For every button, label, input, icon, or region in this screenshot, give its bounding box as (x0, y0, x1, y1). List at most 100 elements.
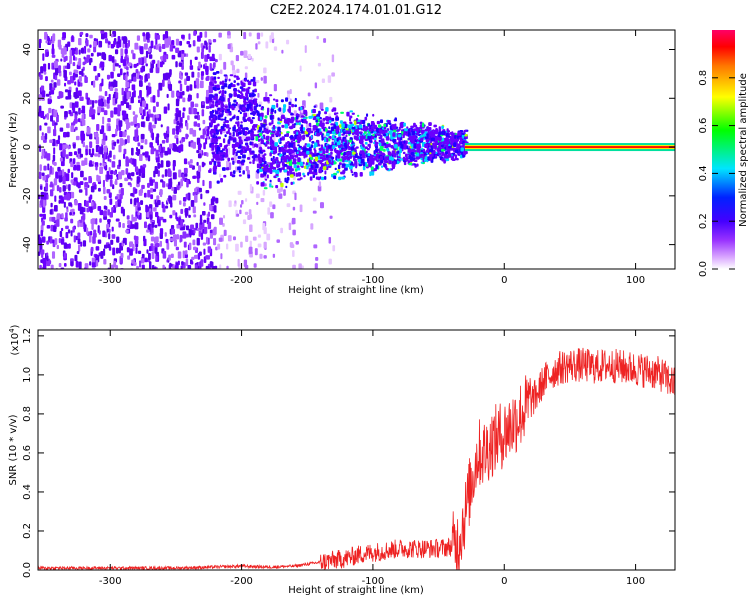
heatmap-cell (173, 187, 177, 194)
heatmap-cell (455, 155, 458, 161)
heatmap-cell (209, 229, 213, 234)
colorbar-ticks: 0.00.20.40.60.8 (698, 70, 735, 277)
heatmap-cell (103, 215, 108, 220)
heatmap-cell (358, 124, 363, 129)
heatmap-cell (328, 258, 332, 265)
heatmap-cell (315, 257, 319, 261)
heatmap-cell (269, 94, 273, 97)
heatmap-cell (41, 172, 45, 177)
heatmap-cell (456, 144, 461, 147)
heatmap-cell (390, 145, 394, 149)
heatmap-cell (136, 35, 141, 41)
y-tick-label: 20 (22, 92, 33, 105)
heatmap-cell (80, 47, 85, 54)
heatmap-cell (97, 239, 102, 244)
heatmap-cell (194, 56, 198, 60)
heatmap-cell (73, 211, 76, 215)
heatmap-cell (214, 96, 219, 99)
heatmap-cell (176, 121, 180, 126)
heatmap-cell (108, 54, 113, 62)
heatmap-cell (222, 80, 225, 86)
heatmap-cell (168, 178, 172, 186)
heatmap-cell (362, 166, 366, 171)
heatmap-cell (397, 156, 401, 159)
heatmap-cell (283, 164, 288, 167)
heatmap-cell (106, 74, 111, 80)
heatmap-cell (175, 112, 179, 121)
heatmap-cell (114, 196, 118, 200)
heatmap-cell (195, 78, 200, 86)
heatmap-cell (291, 149, 295, 153)
heatmap-cell (81, 114, 85, 122)
heatmap-cell (221, 107, 225, 111)
heatmap-cell (419, 135, 423, 138)
heatmap-cell (392, 138, 396, 143)
heatmap-cell (78, 37, 82, 46)
heatmap-cell (436, 129, 439, 133)
heatmap-cell (229, 74, 234, 77)
heatmap-cell (245, 198, 248, 202)
heatmap-cell (256, 181, 260, 185)
heatmap-cell (112, 64, 116, 72)
heatmap-cell (199, 80, 204, 89)
heatmap-cell (136, 62, 139, 67)
heatmap-cell (306, 150, 310, 155)
heatmap-cell (175, 47, 180, 54)
heatmap-cell (212, 72, 217, 75)
heatmap-cell (180, 178, 184, 187)
heatmap-cell (102, 162, 106, 167)
heatmap-cell (97, 52, 102, 56)
heatmap-cell (156, 34, 160, 40)
heatmap-cell (230, 60, 234, 66)
heatmap-cell (314, 163, 319, 169)
heatmap-cell (303, 119, 307, 124)
heatmap-cell (404, 128, 408, 132)
heatmap-cell (136, 265, 139, 269)
heatmap-cell (148, 109, 151, 115)
heatmap-cell (210, 122, 213, 126)
heatmap-cell (198, 127, 201, 131)
heatmap-cell (295, 240, 299, 245)
heatmap-cell (138, 260, 142, 268)
heatmap-cell (240, 91, 243, 95)
heatmap-cell (115, 201, 118, 208)
heatmap-cell (70, 230, 73, 237)
heatmap-cell (94, 75, 99, 81)
heatmap-cell (95, 165, 98, 171)
heatmap-cell (426, 139, 430, 143)
heatmap-cell (139, 90, 142, 98)
heatmap-cell (99, 167, 103, 172)
heatmap-cell (95, 246, 100, 251)
heatmap-cell (441, 130, 446, 135)
heatmap-cell (95, 218, 98, 225)
heatmap-cell (213, 226, 217, 235)
heatmap-cell (407, 148, 412, 153)
heatmap-cell (90, 219, 94, 225)
heatmap-cell (258, 101, 263, 106)
heatmap-cell (103, 145, 108, 153)
heatmap-cell (157, 162, 161, 169)
heatmap-cell (209, 231, 214, 239)
heatmap-cell (90, 52, 94, 57)
heatmap-cell (61, 52, 65, 58)
heatmap-cell (103, 186, 106, 195)
heatmap-cell (282, 108, 285, 114)
heatmap-cell (113, 141, 117, 146)
heatmap-cell (454, 147, 458, 150)
heatmap-cell (91, 201, 94, 207)
heatmap-cell (103, 248, 106, 256)
heatmap-cell (130, 96, 134, 104)
heatmap-cell (198, 187, 202, 193)
heatmap-cell (109, 158, 112, 163)
heatmap-cell (415, 143, 420, 147)
heatmap-cell (243, 99, 247, 103)
heatmap-cell (146, 229, 150, 233)
heatmap-cell (59, 187, 62, 193)
heatmap-cell (89, 261, 92, 266)
heatmap-cell (188, 44, 192, 48)
heatmap-cell (125, 159, 130, 167)
heatmap-cell (378, 136, 383, 139)
heatmap-cell (214, 139, 217, 144)
heatmap-cell (299, 138, 302, 142)
